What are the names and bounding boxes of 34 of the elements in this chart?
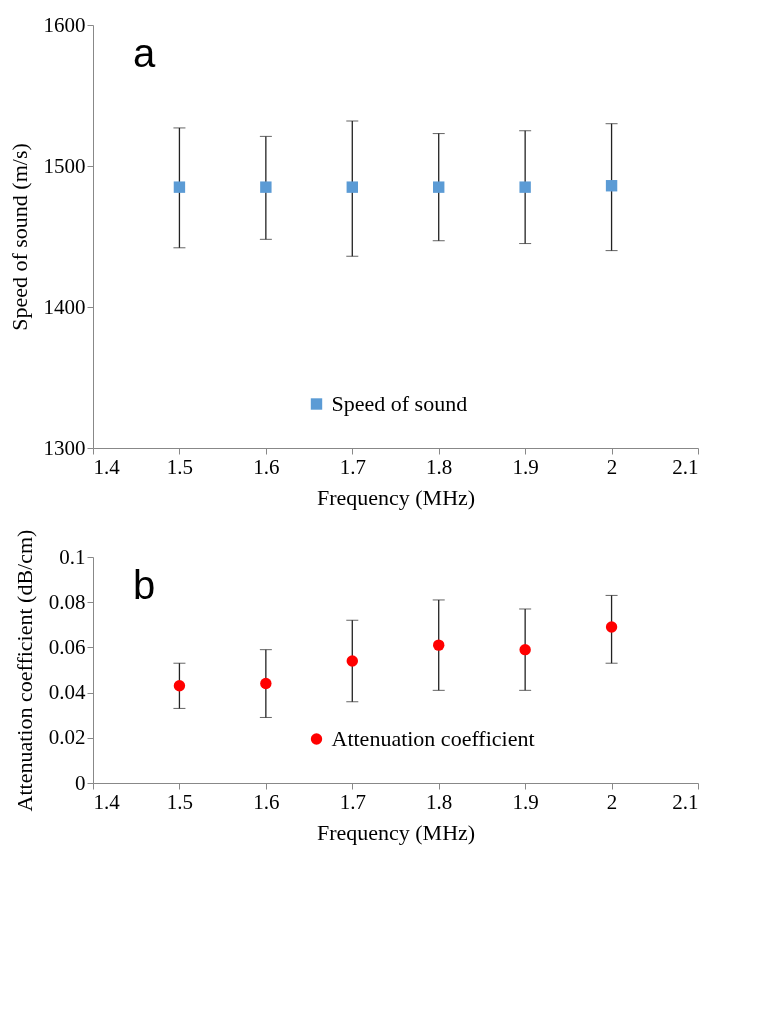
y-axis-title: Speed of sound (m/s) [6, 143, 32, 331]
x-tick-label: 1.6 [253, 454, 280, 479]
annotation: a [133, 31, 156, 75]
y-tick-label: 1600 [43, 12, 86, 37]
x-tick-label: 1.8 [426, 789, 453, 814]
x-tick-label: 1.7 [339, 454, 366, 479]
x-axis-title: Frequency (MHz) [316, 484, 476, 510]
x-tick-label: 2 [606, 789, 618, 814]
x-tick-label: 1.9 [512, 454, 539, 479]
y-axis-title: Attenuation coefficient (dB/cm) [11, 529, 37, 812]
y-tick-label: 0.04 [48, 680, 86, 705]
x-tick-label: 1.6 [253, 789, 280, 814]
x-tick-label: 1.4 [93, 454, 121, 479]
y-tick-label: 0.1 [59, 544, 86, 569]
x-tick-label: 1.5 [166, 789, 194, 814]
legend-label: Attenuation coefficient [331, 726, 535, 751]
x-tick-label: 1.4 [93, 789, 121, 814]
y-tick-label: 0.06 [48, 634, 86, 659]
x-tick-label: 1.9 [512, 789, 539, 814]
x-tick-label: 1.8 [426, 454, 453, 479]
x-axis-title: Frequency (MHz) [316, 819, 476, 845]
y-tick-label: 1500 [43, 153, 86, 178]
x-tick-label: 1.5 [166, 454, 194, 479]
x-tick-label: 2.1 [672, 789, 699, 814]
x-tick-label: 1.7 [339, 789, 366, 814]
y-tick-label: 0 [75, 770, 86, 795]
x-tick-label: 2.1 [672, 454, 699, 479]
legend-label: Speed of sound [331, 391, 468, 416]
y-tick-label: 0.08 [48, 589, 86, 614]
y-tick-label: 1400 [43, 294, 86, 319]
annotation: b [133, 563, 156, 607]
y-tick-label: 0.02 [48, 725, 86, 750]
x-tick-label: 2 [606, 454, 618, 479]
y-tick-label: 1300 [43, 435, 86, 460]
